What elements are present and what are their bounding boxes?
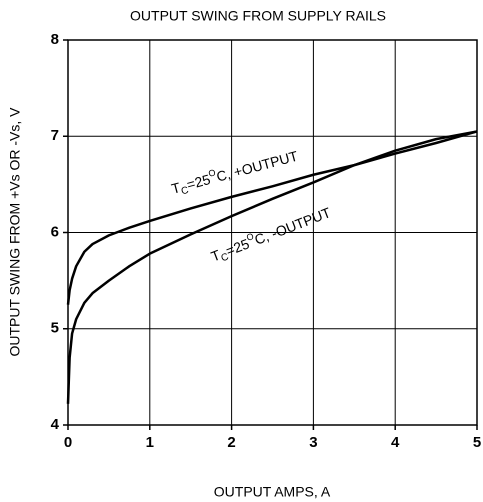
annotation-part: O <box>207 168 216 179</box>
series-line <box>66 130 478 404</box>
y-tick-label: 7 <box>51 127 59 144</box>
annotation-part: C, +OUTPUT <box>215 147 300 184</box>
annotation-part: C, -OUTPUT <box>252 204 333 248</box>
chart-title: OUTPUT SWING FROM SUPPLY RAILS <box>130 8 386 24</box>
annotation: TC=25OC, +OUTPUT <box>169 146 300 199</box>
x-tick-label: 3 <box>309 434 317 451</box>
x-tick-label: 0 <box>64 434 72 451</box>
y-tick-label: 6 <box>51 223 59 240</box>
y-axis-label: OUTPUT SWING FROM +Vs OR -Vs, V <box>7 107 23 357</box>
annotation-part: =25 <box>185 171 212 193</box>
x-axis-label: OUTPUT AMPS, A <box>214 484 331 500</box>
x-tick-label: 4 <box>391 434 400 451</box>
annotation-part: C <box>180 185 190 197</box>
y-tick-label: 5 <box>51 320 59 337</box>
annotation: TC=25OC, -OUTPUT <box>208 203 334 267</box>
annotation-part: O <box>245 231 255 243</box>
annotation-part: C <box>220 251 231 264</box>
y-tick-label: 8 <box>51 31 59 48</box>
x-tick-label: 1 <box>146 434 154 451</box>
y-tick-label: 4 <box>51 416 60 433</box>
x-tick-label: 2 <box>227 434 235 451</box>
x-tick-label: 5 <box>473 434 481 451</box>
plot-frame <box>67 39 478 426</box>
